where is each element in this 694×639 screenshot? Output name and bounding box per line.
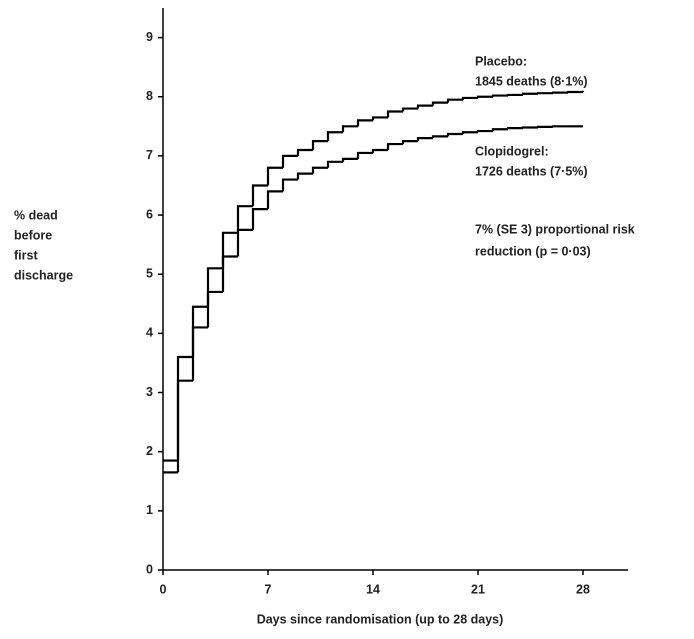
step-segment [281,178,298,192]
step-segment [461,96,478,100]
annotation: Clopidogrel: [475,144,549,158]
step-segment [371,116,388,121]
annotation: reduction (p = 0·03) [475,244,591,258]
step-segment [386,142,403,150]
y-tick-label: 2 [146,444,153,458]
step-segment [326,131,343,142]
x-tick-label: 14 [366,582,380,596]
step-segment [551,91,568,94]
step-segment [191,305,208,358]
y-axis-label: first [14,248,38,262]
step-segment [551,125,568,128]
x-axis-label: Days since randomisation (up to 28 days) [257,612,504,626]
step-segment [296,172,313,180]
x-tick-label: 21 [471,582,485,596]
step-segment [416,104,433,109]
step-segment [236,228,253,257]
step-segment [521,92,538,95]
step-segment [521,126,538,129]
step-segment [491,128,508,132]
y-tick-label: 1 [146,503,153,517]
step-segment [176,355,193,461]
step-segment [341,157,358,162]
x-tick-label: 7 [265,582,272,596]
step-segment [506,126,523,130]
step-segment [536,92,553,95]
step-segment [371,148,388,153]
y-axis-label: before [14,228,52,242]
annotation: 7% (SE 3) proportional risk [475,222,635,236]
y-axis-label: % dead [14,208,58,222]
y-tick-label: 9 [146,30,153,44]
y-tick-label: 6 [146,207,153,221]
step-segment [266,166,283,186]
y-tick-label: 4 [146,326,153,340]
step-segment [461,131,478,135]
step-segment [446,98,463,103]
step-segment [536,125,553,129]
step-segment [266,190,283,210]
step-segment [356,119,373,127]
step-segment [341,125,358,133]
y-axis-label: discharge [14,268,73,282]
step-segment [221,231,238,269]
y-tick-label: 7 [146,148,153,162]
step-segment [356,151,373,159]
step-segment [416,137,433,142]
step-segment [491,94,508,97]
step-segment [311,166,328,174]
annotation: 1845 deaths (8·1%) [475,74,588,88]
y-tick-label: 8 [146,89,153,103]
step-segment [506,93,523,97]
step-segment [476,129,493,133]
y-tick-label: 3 [146,385,153,399]
step-segment [176,379,193,473]
step-segment [311,140,328,150]
step-segment [236,205,253,233]
annotation: Placebo: [475,54,527,68]
step-segment [251,208,268,230]
step-segment [386,110,403,118]
step-segment [446,132,463,137]
step-segment [281,154,298,168]
step-segment [431,135,448,139]
step-segment [401,140,418,145]
annotation: 1726 deaths (7·5%) [475,164,588,178]
step-segment [251,184,268,207]
step-segment [191,326,208,381]
step-segment [566,90,583,94]
y-tick-label: 0 [146,562,153,576]
step-segment [296,148,313,156]
step-segment [431,101,448,106]
step-segment [401,107,418,112]
step-segment [221,255,238,292]
x-tick-label: 28 [576,582,590,596]
step-segment [206,290,223,328]
step-segment [326,160,343,168]
step-segment [476,95,493,98]
step-segment [206,267,223,307]
x-tick-label: 0 [160,582,167,596]
y-tick-label: 5 [146,267,153,281]
